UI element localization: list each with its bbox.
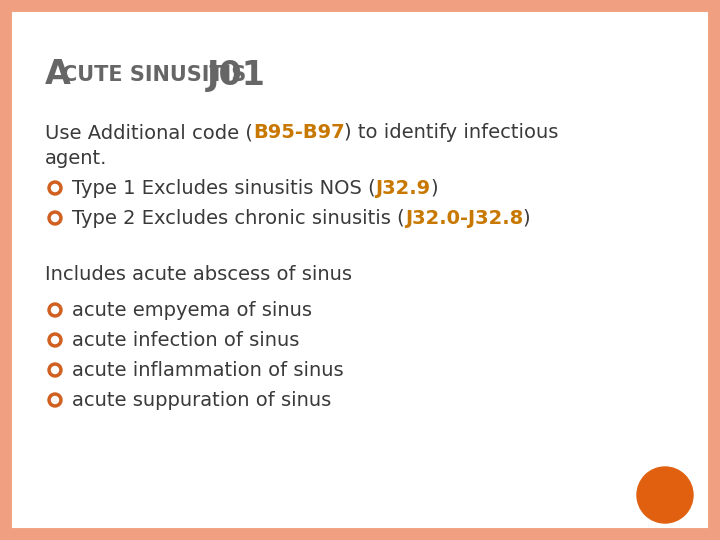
Circle shape (637, 467, 693, 523)
Circle shape (52, 185, 58, 192)
Text: Type 1 Excludes sinusitis NOS (: Type 1 Excludes sinusitis NOS ( (72, 179, 376, 198)
Circle shape (52, 307, 58, 314)
Circle shape (48, 181, 62, 195)
Text: J01: J01 (207, 58, 266, 91)
Text: Use Additional code (: Use Additional code ( (45, 124, 253, 143)
Text: A: A (45, 58, 71, 91)
Text: Type 2 Excludes chronic sinusitis (: Type 2 Excludes chronic sinusitis ( (72, 208, 405, 227)
Circle shape (52, 396, 58, 403)
Text: J32.9: J32.9 (376, 179, 431, 198)
Circle shape (48, 363, 62, 377)
Text: Includes acute abscess of sinus: Includes acute abscess of sinus (45, 266, 352, 285)
Text: acute empyema of sinus: acute empyema of sinus (72, 300, 312, 320)
Text: ): ) (431, 179, 438, 198)
Text: acute suppuration of sinus: acute suppuration of sinus (72, 390, 331, 409)
Text: acute infection of sinus: acute infection of sinus (72, 330, 300, 349)
Circle shape (52, 367, 58, 374)
Text: acute inflammation of sinus: acute inflammation of sinus (72, 361, 343, 380)
Circle shape (48, 211, 62, 225)
Circle shape (48, 303, 62, 317)
Text: ) to identify infectious: ) to identify infectious (344, 124, 559, 143)
Text: agent.: agent. (45, 148, 107, 167)
Text: CUTE SINUSITIS: CUTE SINUSITIS (62, 65, 253, 85)
Circle shape (48, 333, 62, 347)
Text: J32.0-J32.8: J32.0-J32.8 (405, 208, 523, 227)
Circle shape (52, 214, 58, 221)
Text: B95-B97: B95-B97 (253, 124, 344, 143)
Circle shape (52, 336, 58, 343)
Circle shape (48, 393, 62, 407)
Text: ): ) (523, 208, 531, 227)
